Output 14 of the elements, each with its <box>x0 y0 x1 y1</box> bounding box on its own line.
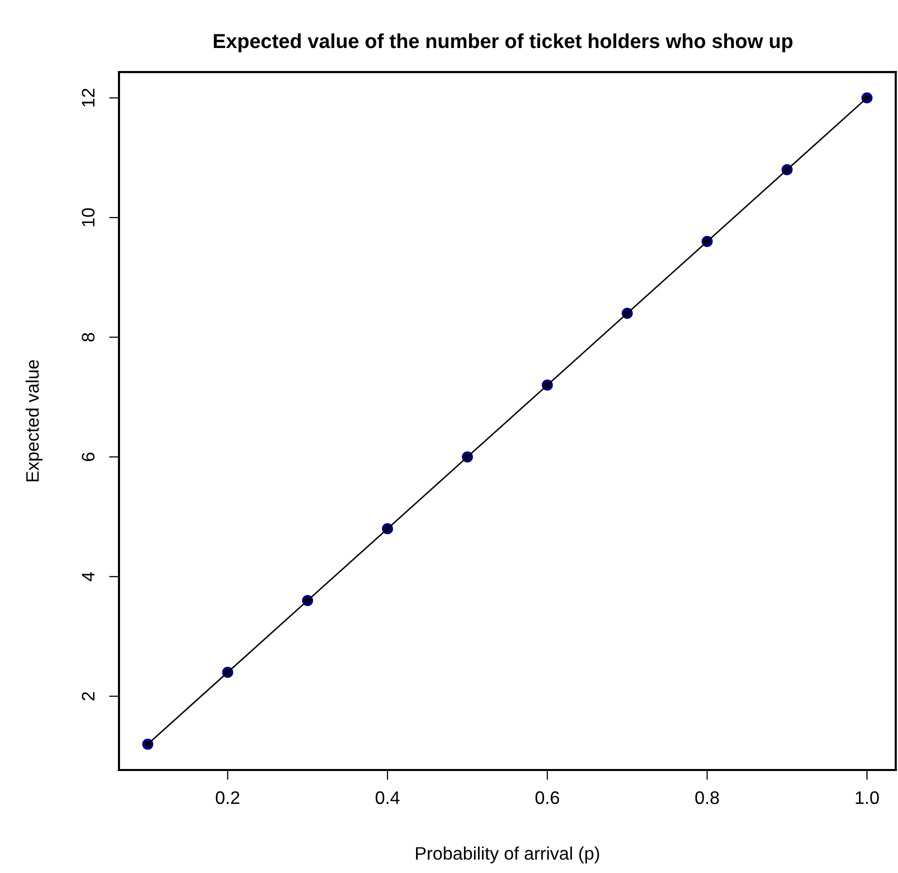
y-tick-label: 8 <box>82 332 95 342</box>
x-tick-label: 0.2 <box>216 791 240 804</box>
y-tick-label: 10 <box>82 208 95 226</box>
x-tick-label: 1.0 <box>856 791 879 804</box>
y-axis-title: Expected value <box>26 360 42 482</box>
x-tick-label: 0.4 <box>376 791 400 804</box>
y-tick-label: 2 <box>82 692 94 700</box>
chart-title: Expected value of the number of ticket holders who show up <box>214 33 792 52</box>
y-tick-label: 6 <box>82 452 95 462</box>
x-axis-title: Probability of arrival (p) <box>416 846 600 864</box>
x-tick-label: 0.6 <box>535 791 560 804</box>
y-tick-label: 12 <box>82 88 94 107</box>
y-tick-label: 4 <box>82 572 94 582</box>
x-tick-label: 0.8 <box>695 791 719 804</box>
